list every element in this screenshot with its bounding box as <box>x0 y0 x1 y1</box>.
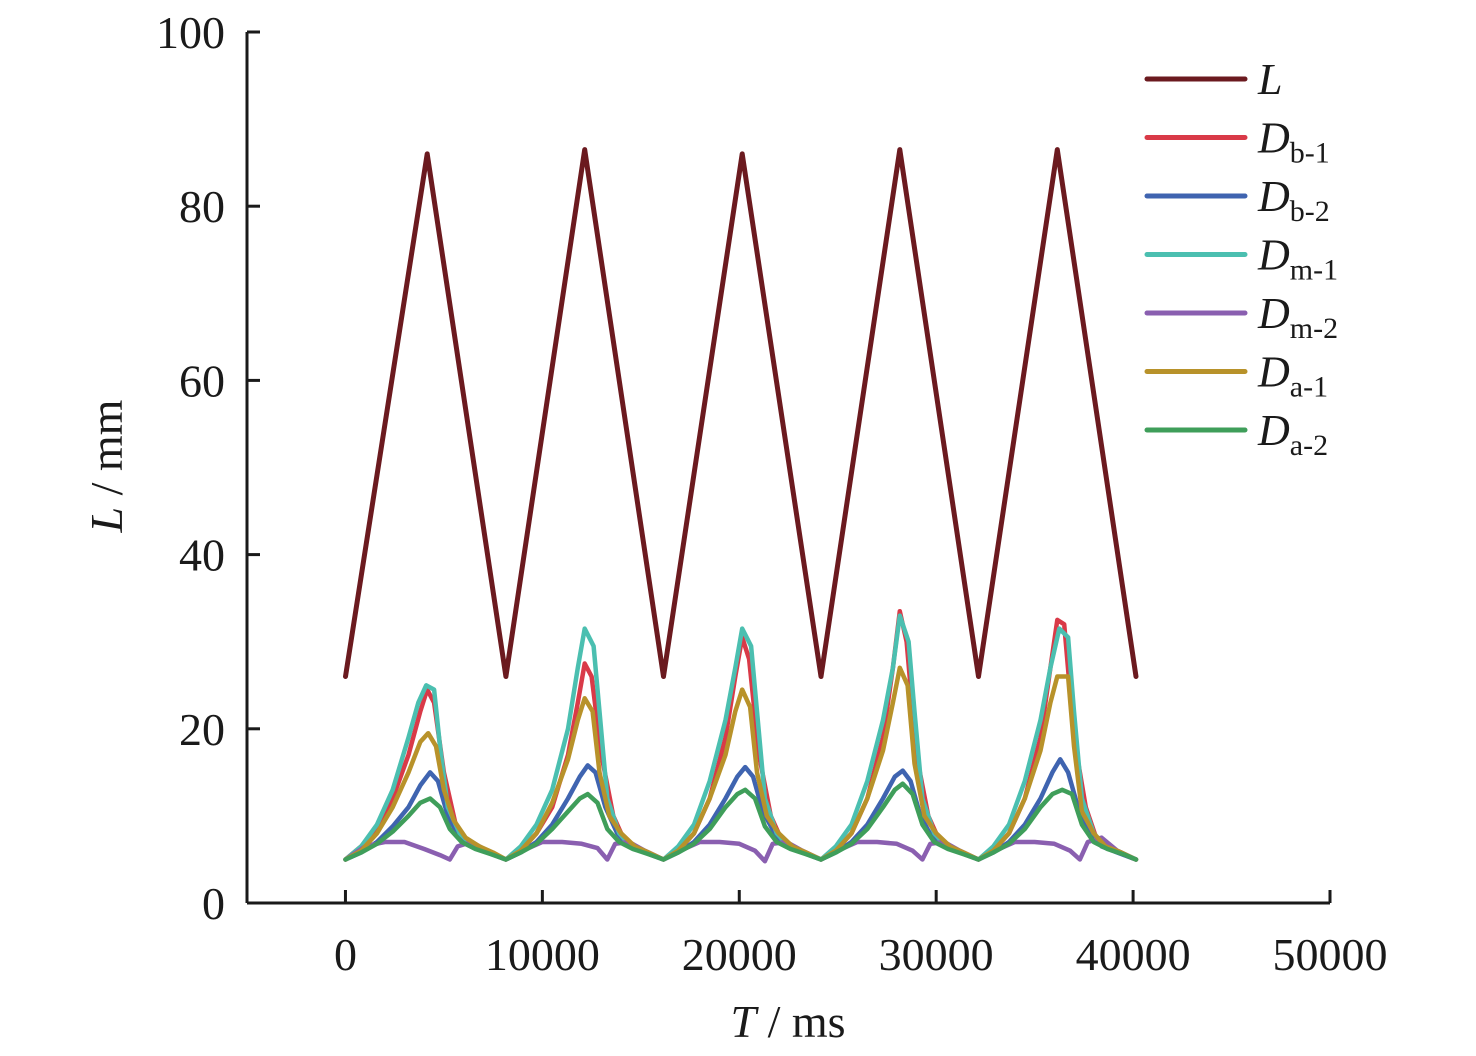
legend-label: Dm-2 <box>1257 289 1338 345</box>
x-tick-label: 40000 <box>1076 929 1191 980</box>
x-axis-title: T / ms <box>730 996 845 1047</box>
y-tick-label: 100 <box>156 7 225 58</box>
y-axis-title: L / mm <box>81 399 132 533</box>
y-tick-label: 60 <box>179 355 225 406</box>
legend: L Db-1Db-2Dm-1Dm-2Da-1Da-2 <box>1144 55 1338 462</box>
x-tick-label: 0 <box>334 929 357 980</box>
legend-label: Db-1 <box>1257 114 1330 170</box>
y-tick-label: 80 <box>179 181 225 232</box>
x-tick-label: 50000 <box>1273 929 1388 980</box>
y-tick-label: 40 <box>179 530 225 581</box>
series-line-d-a-2 <box>343 781 1139 862</box>
axes: 0 20 40 60 80 100 0 10000 20000 30000 40000 50000 <box>156 7 1388 980</box>
legend-label: Db-2 <box>1257 172 1330 228</box>
x-tick-label: 30000 <box>879 929 994 980</box>
series-line-l <box>343 147 1139 679</box>
series-layer <box>343 147 1139 864</box>
legend-label: L <box>1257 55 1282 104</box>
x-tick-label: 10000 <box>485 929 600 980</box>
x-tick-label: 20000 <box>682 929 797 980</box>
y-tick-label: 0 <box>202 878 225 929</box>
legend-label: Da-2 <box>1257 406 1328 462</box>
y-tick-label: 20 <box>179 704 225 755</box>
series-line-d-a-1 <box>343 665 1139 862</box>
legend-label: Da-1 <box>1257 348 1328 404</box>
legend-label: Dm-1 <box>1257 231 1338 287</box>
